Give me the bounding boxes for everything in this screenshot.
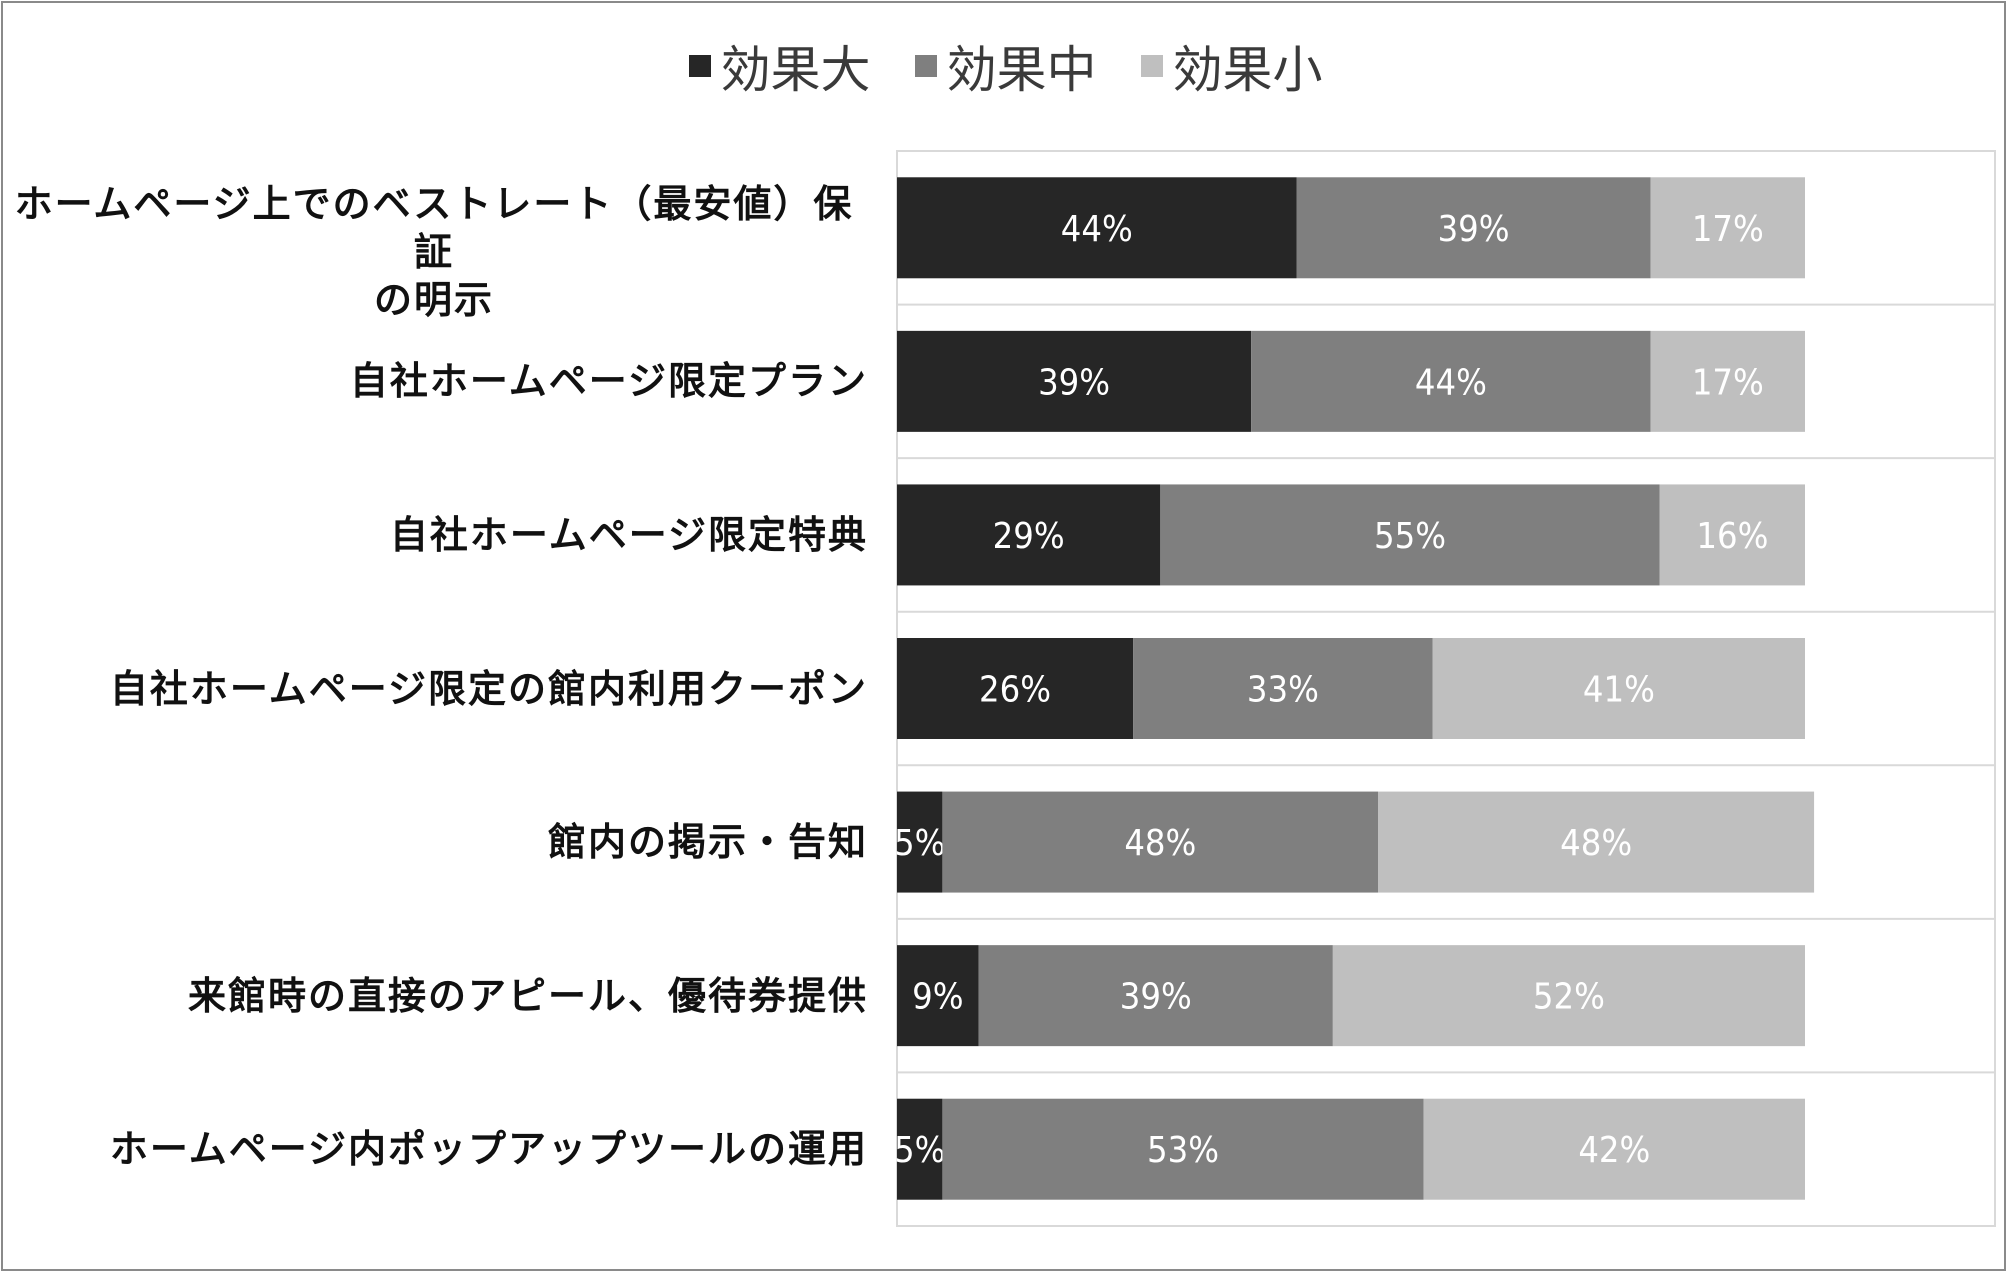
bar-segment[interactable] bbox=[897, 484, 1161, 586]
data-label: 5% bbox=[894, 823, 945, 864]
legend-swatch-small bbox=[1140, 55, 1163, 77]
legend-label-medium: 効果中 bbox=[946, 41, 1097, 99]
bar-segment[interactable] bbox=[897, 330, 1252, 432]
bar-segment[interactable] bbox=[1296, 177, 1651, 279]
category-label: 来館時の直接のアピール、優待券提供 bbox=[0, 972, 868, 1020]
data-label: 5% bbox=[894, 1130, 945, 1171]
data-label: 52% bbox=[1533, 977, 1605, 1018]
legend-label-small: 効果小 bbox=[1172, 41, 1323, 99]
bar-segment[interactable] bbox=[897, 945, 979, 1047]
category-label-line: 自社ホームページ限定特典 bbox=[389, 512, 868, 557]
bar-segment[interactable] bbox=[1423, 1098, 1805, 1200]
bar-segment[interactable] bbox=[1650, 330, 1805, 432]
chart-legend: 効果大 効果中 効果小 bbox=[0, 30, 2011, 102]
legend-swatch-large bbox=[688, 55, 711, 77]
category-label-line: ホームページ上でのベストレート（最安値）保証 bbox=[14, 181, 854, 274]
category-label-line: 自社ホームページ限定の館内利用クーポン bbox=[109, 666, 868, 711]
bar-segment[interactable] bbox=[1378, 791, 1815, 893]
data-label: 41% bbox=[1583, 670, 1655, 711]
data-label: 44% bbox=[1061, 209, 1133, 250]
bar-segment[interactable] bbox=[1659, 484, 1805, 586]
bar-segment[interactable] bbox=[1133, 638, 1433, 739]
data-label: 53% bbox=[1147, 1130, 1219, 1171]
category-label-line: 館内の掲示・告知 bbox=[547, 820, 868, 865]
category-label: ホームページ上でのベストレート（最安値）保証 の明示 bbox=[0, 180, 868, 324]
bar-segment[interactable] bbox=[942, 791, 1379, 893]
category-label: 自社ホームページ限定の館内利用クーポン bbox=[0, 665, 868, 713]
bar-segment[interactable] bbox=[897, 1098, 943, 1200]
bar-segment[interactable] bbox=[978, 945, 1333, 1047]
category-label: 自社ホームページ限定プラン bbox=[0, 357, 868, 405]
legend-item-large[interactable]: 効果大 bbox=[688, 30, 871, 102]
data-label: 48% bbox=[1560, 823, 1632, 864]
category-label: 自社ホームページ限定特典 bbox=[0, 511, 868, 559]
bar-segment[interactable] bbox=[897, 791, 943, 893]
category-label: ホームページ内ポップアップツールの運用 bbox=[0, 1125, 868, 1173]
bar-segment[interactable] bbox=[1650, 177, 1805, 279]
legend-item-small[interactable]: 効果小 bbox=[1140, 30, 1323, 102]
bar-segment[interactable] bbox=[1160, 484, 1660, 586]
bar-segment[interactable] bbox=[1332, 945, 1805, 1047]
legend-item-medium[interactable]: 効果中 bbox=[914, 30, 1097, 102]
data-label: 29% bbox=[993, 516, 1065, 557]
bar-segment[interactable] bbox=[897, 638, 1134, 739]
data-label: 39% bbox=[1438, 209, 1510, 250]
data-label: 39% bbox=[1038, 362, 1110, 403]
category-label-line: 来館時の直接のアピール、優待券提供 bbox=[187, 973, 868, 1018]
data-label: 26% bbox=[979, 670, 1051, 711]
category-label: 館内の掲示・告知 bbox=[0, 818, 868, 866]
data-label: 17% bbox=[1692, 209, 1764, 250]
data-label: 55% bbox=[1374, 516, 1446, 557]
data-label: 16% bbox=[1696, 516, 1768, 557]
data-label: 39% bbox=[1120, 977, 1192, 1018]
legend-label-large: 効果大 bbox=[720, 41, 871, 99]
legend-swatch-medium bbox=[914, 55, 937, 77]
data-label: 42% bbox=[1578, 1130, 1650, 1171]
data-label: 33% bbox=[1247, 670, 1319, 711]
category-label-line: 自社ホームページ限定プラン bbox=[349, 359, 868, 404]
category-label-line: の明示 bbox=[373, 277, 494, 322]
category-label-line: ホームページ内ポップアップツールの運用 bbox=[109, 1127, 868, 1172]
bar-segment[interactable] bbox=[1251, 330, 1651, 432]
data-label: 9% bbox=[912, 977, 963, 1018]
bar-segment[interactable] bbox=[897, 177, 1297, 279]
data-label: 48% bbox=[1124, 823, 1196, 864]
data-label: 17% bbox=[1692, 362, 1764, 403]
bar-segment[interactable] bbox=[942, 1098, 1424, 1200]
data-label: 44% bbox=[1415, 362, 1487, 403]
bar-segment[interactable] bbox=[1432, 638, 1805, 739]
